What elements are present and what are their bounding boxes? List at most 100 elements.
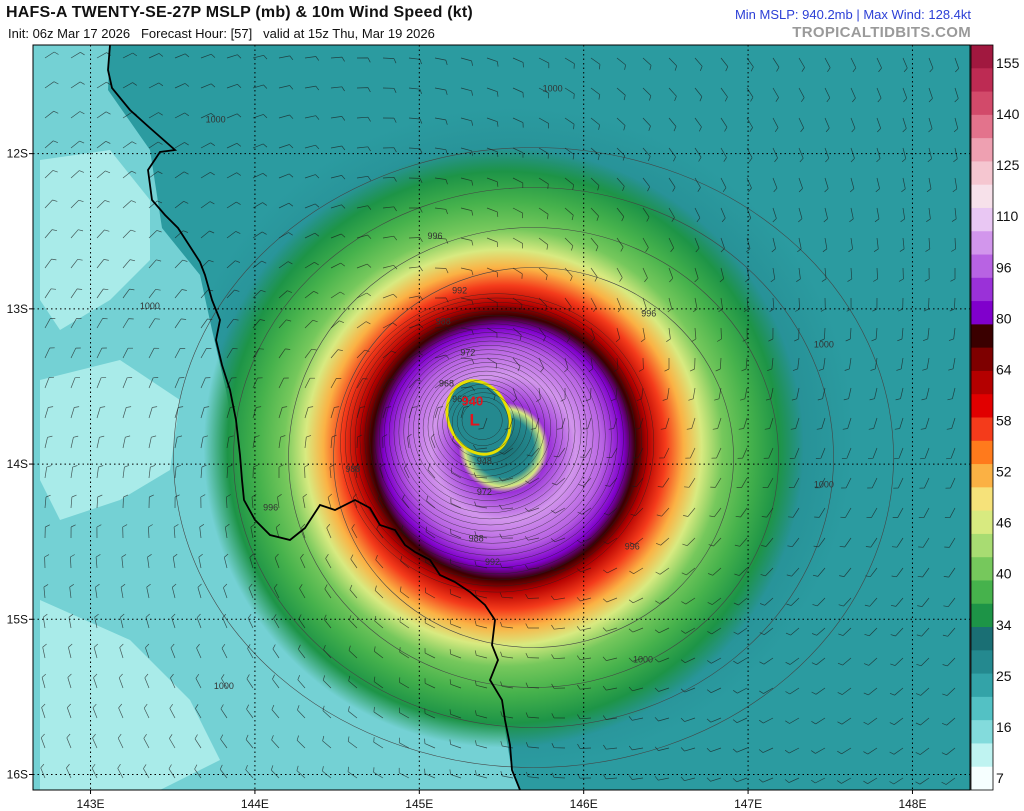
lon-tick-label: 147E	[734, 797, 762, 811]
isobar	[374, 323, 612, 550]
isobar	[333, 267, 734, 648]
colorbar-swatch	[971, 45, 993, 69]
isobar-label: 1000	[814, 340, 834, 350]
colorbar-swatch	[971, 231, 993, 256]
colorbar-swatch	[971, 394, 993, 418]
isobar-label: 972	[460, 347, 475, 357]
low-pressure-marker: L	[470, 411, 480, 430]
isobar	[359, 310, 630, 568]
colorbar-swatch	[971, 720, 993, 744]
isobar-label: 992	[485, 557, 500, 567]
isobar	[418, 362, 558, 495]
coastline	[107, 45, 521, 790]
wind-speed-colorbar: 155 140 125 110 96 80 64 58 52 46 40 34 25 16 7	[970, 44, 1020, 791]
colorbar-swatch	[971, 184, 993, 209]
isobar-label: 1000	[543, 84, 563, 94]
isobar	[393, 340, 588, 526]
colorbar-label: 46	[996, 515, 1012, 531]
land-light-patch-2	[40, 360, 180, 520]
lat-tick-label: 13S	[7, 302, 28, 316]
lon-tick-label: 143E	[77, 797, 105, 811]
chart-title: HAFS-A TWENTY-SE-27P MSLP (mb) & 10m Win…	[6, 4, 473, 21]
isobar-label: 996	[625, 541, 640, 551]
colorbar-swatch	[971, 743, 993, 768]
isobar-label: 996	[641, 309, 656, 319]
isobar	[413, 357, 564, 501]
colorbar-frame	[970, 44, 994, 791]
isobar	[349, 302, 642, 581]
isobar	[369, 319, 618, 556]
colorbar-label: 140	[996, 106, 1020, 122]
colorbar-swatch	[971, 114, 993, 139]
init-time: Init: 06z Mar 17 2026	[8, 26, 131, 41]
lat-tick-label: 14S	[7, 457, 28, 471]
isobar	[447, 388, 521, 459]
isobar	[427, 370, 545, 483]
colorbar-swatch	[971, 277, 993, 302]
lat-tick-label: 15S	[7, 612, 28, 626]
isobar-label: 1000	[633, 655, 653, 665]
isobar-label: 988	[345, 464, 360, 474]
isobar-label: 996	[428, 231, 443, 241]
colorbar-label: 16	[996, 719, 1012, 735]
colorbar-label: 155	[996, 55, 1020, 71]
colorbar-label: 80	[996, 310, 1012, 326]
land-light-patch	[40, 150, 150, 330]
isobar	[388, 336, 594, 532]
colorbar-swatch	[971, 301, 993, 325]
isobar	[456, 396, 509, 446]
colorbar-label: 125	[996, 157, 1020, 173]
isobar	[437, 379, 533, 471]
min-pressure-label: 940	[462, 394, 484, 409]
storm-stats: Min MSLP: 940.2mb | Max Wind: 128.4kt	[734, 7, 971, 22]
site-watermark: TROPICALTIDBITS.COM	[792, 24, 971, 41]
colorbar-label: 58	[996, 413, 1012, 429]
isobar-label: 948	[477, 456, 492, 466]
colorbar-swatch	[971, 440, 993, 465]
colorbar-swatch	[971, 533, 993, 558]
lat-tick-label: 16S	[7, 767, 28, 781]
map-frame	[32, 44, 971, 791]
isobar-label: 968	[439, 378, 454, 388]
colorbar-label: 110	[996, 208, 1019, 224]
colorbar-swatch	[971, 766, 993, 791]
lon-tick-label: 148E	[898, 797, 926, 811]
isobar-label: 1000	[140, 301, 160, 311]
isobar	[398, 345, 582, 520]
isobar	[364, 314, 624, 562]
isobar	[384, 332, 600, 538]
land-light-patch-3	[40, 600, 220, 790]
colorbar-swatch	[971, 603, 993, 628]
colorbar-swatch	[971, 557, 993, 581]
isobar	[403, 349, 576, 514]
isobar-label: 972	[477, 487, 492, 497]
colorbar-swatch	[971, 487, 993, 512]
lat-tick-label: 12S	[7, 147, 28, 161]
colorbar-swatch	[971, 510, 993, 535]
colorbar-swatch	[971, 464, 993, 488]
colorbar-label: 52	[996, 464, 1012, 480]
colorbar-label: 96	[996, 259, 1012, 275]
colorbar-label: 25	[996, 668, 1012, 684]
isobar-label: 960	[452, 394, 467, 404]
colorbar-swatch	[971, 347, 993, 372]
colorbar-label: 34	[996, 617, 1012, 633]
isobar-label: 1000	[814, 479, 834, 489]
isobar	[408, 353, 570, 507]
colorbar-swatch	[971, 696, 993, 721]
wind-barbs	[40, 51, 960, 785]
isobar	[340, 293, 655, 593]
chart-subtitle: Init: 06z Mar 17 2026 Forecast Hour: [57…	[8, 26, 435, 41]
forecast-hour: Forecast Hour: [57]	[140, 26, 253, 41]
colorbar-swatch	[971, 207, 993, 232]
lon-tick-label: 146E	[570, 797, 598, 811]
isobar-label: 988	[469, 534, 484, 544]
colorbar-label: 7	[996, 770, 1004, 786]
lon-tick-label: 144E	[241, 797, 269, 811]
isobar	[442, 383, 527, 465]
isobar	[345, 297, 648, 587]
isobar	[461, 400, 503, 440]
colorbar-swatch	[971, 161, 993, 186]
colorbar-swatch	[971, 673, 993, 698]
